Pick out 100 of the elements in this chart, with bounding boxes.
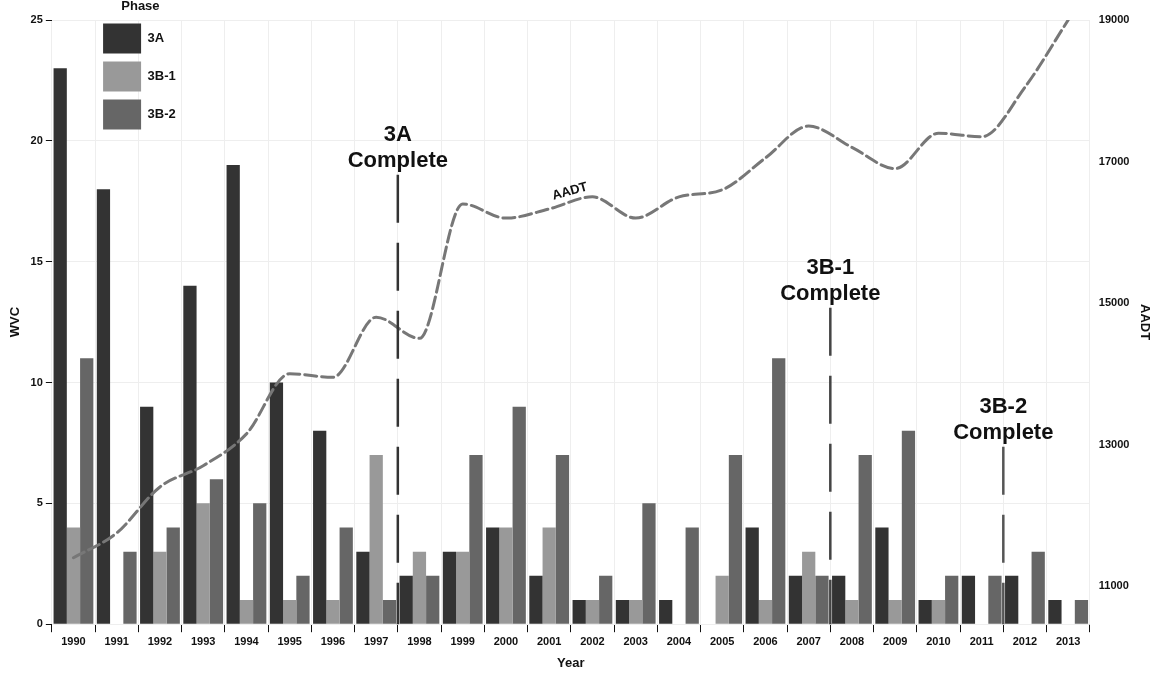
bar bbox=[945, 575, 959, 624]
x-tick-label: 2010 bbox=[926, 634, 951, 647]
bar bbox=[183, 285, 197, 624]
bar bbox=[961, 575, 976, 624]
y-tick-label: 25 bbox=[30, 13, 43, 26]
bar bbox=[845, 600, 859, 624]
bar bbox=[369, 455, 383, 624]
x-tick-label: 2006 bbox=[753, 634, 778, 647]
x-tick-label: 1998 bbox=[407, 634, 432, 647]
bar bbox=[529, 575, 543, 624]
bar bbox=[486, 527, 500, 624]
bar bbox=[685, 527, 699, 624]
y2-tick-label: 11000 bbox=[1098, 579, 1129, 592]
x-tick-label: 2009 bbox=[882, 634, 908, 647]
x-tick-label: 1996 bbox=[320, 634, 346, 647]
bar bbox=[209, 479, 224, 624]
bar bbox=[642, 503, 656, 624]
bar bbox=[296, 575, 310, 624]
bar bbox=[326, 600, 340, 624]
bar bbox=[339, 527, 353, 624]
x-tick-label: 2012 bbox=[1012, 634, 1038, 647]
y2-axis-title: AADT bbox=[1137, 304, 1153, 341]
legend-label: 3B-2 bbox=[147, 106, 176, 122]
y2-tick-label: 13000 bbox=[1098, 437, 1130, 450]
bar bbox=[918, 600, 932, 624]
bar bbox=[659, 600, 673, 624]
x-tick-label: 2004 bbox=[666, 634, 693, 647]
bar bbox=[313, 430, 327, 624]
x-tick-label: 2002 bbox=[580, 634, 605, 647]
line-series bbox=[71, 20, 1070, 560]
legend-title: Phase bbox=[121, 0, 160, 14]
text: AADT bbox=[550, 178, 590, 203]
y-tick-label: 10 bbox=[30, 375, 43, 388]
bar bbox=[1031, 551, 1045, 624]
bar bbox=[745, 527, 759, 624]
x-tick-label: 2003 bbox=[623, 634, 648, 647]
x-tick-label: 2005 bbox=[709, 634, 735, 647]
ref-line-label: 3B-1 Complete bbox=[780, 253, 881, 305]
bar bbox=[153, 551, 167, 624]
x-tick-label: 1991 bbox=[104, 634, 129, 647]
bar bbox=[875, 527, 889, 624]
x-tick-label: 1994 bbox=[234, 634, 260, 647]
x-tick-label: 1995 bbox=[277, 634, 302, 647]
bar bbox=[196, 503, 210, 624]
bar bbox=[442, 551, 457, 624]
bar bbox=[802, 551, 816, 624]
y-tick-label: 0 bbox=[36, 617, 43, 630]
y2-tick-label: 15000 bbox=[1098, 296, 1130, 309]
bar bbox=[166, 527, 180, 624]
x-tick-label: 1993 bbox=[190, 634, 216, 647]
bar bbox=[858, 455, 872, 624]
ref-line-label: 3B-2 Complete bbox=[953, 392, 1054, 444]
bar bbox=[629, 600, 643, 624]
bar bbox=[599, 575, 613, 624]
bar bbox=[66, 527, 81, 624]
bar bbox=[123, 551, 137, 624]
bar bbox=[456, 551, 470, 624]
bar bbox=[901, 430, 916, 624]
x-tick-label: 2007 bbox=[796, 634, 821, 647]
bar bbox=[499, 527, 513, 624]
y-axis-title: WVC bbox=[7, 306, 23, 338]
x-tick-label: 1999 bbox=[450, 634, 475, 647]
x-tick-label: 1990 bbox=[61, 634, 86, 647]
bar bbox=[356, 551, 370, 624]
x-tick-label: 2013 bbox=[1055, 634, 1081, 647]
bar bbox=[412, 551, 427, 624]
bar bbox=[239, 600, 254, 624]
x-tick-label: 2011 bbox=[969, 634, 994, 647]
bar bbox=[615, 600, 630, 624]
legend-label: 3B-1 bbox=[147, 68, 176, 84]
bar bbox=[253, 503, 267, 624]
y-tick-label: 20 bbox=[30, 133, 43, 146]
x-tick-label: 2008 bbox=[839, 634, 865, 647]
x-axis-title: Year bbox=[557, 654, 585, 670]
bar bbox=[572, 600, 586, 624]
bar bbox=[931, 600, 946, 624]
bar bbox=[1005, 575, 1019, 624]
ref-line-label: 3A Complete bbox=[347, 120, 448, 172]
bar bbox=[469, 455, 483, 624]
bar bbox=[788, 575, 803, 624]
bar bbox=[772, 358, 786, 624]
bar bbox=[542, 527, 556, 624]
bar bbox=[832, 575, 846, 624]
bar bbox=[555, 455, 570, 624]
x-tick-label: 2000 bbox=[493, 634, 519, 647]
bar bbox=[585, 600, 600, 624]
bar bbox=[1048, 600, 1062, 624]
bar bbox=[80, 358, 94, 624]
bar bbox=[53, 68, 67, 624]
bar bbox=[728, 455, 743, 624]
bar bbox=[715, 575, 729, 624]
bar bbox=[96, 189, 111, 624]
y2-tick-label: 19000 bbox=[1098, 13, 1130, 26]
bar bbox=[426, 575, 440, 624]
bar bbox=[140, 406, 154, 624]
bar bbox=[512, 406, 526, 624]
bar bbox=[888, 600, 902, 624]
bar bbox=[226, 165, 240, 624]
x-tick-label: 2001 bbox=[536, 634, 562, 647]
bar bbox=[758, 600, 773, 624]
